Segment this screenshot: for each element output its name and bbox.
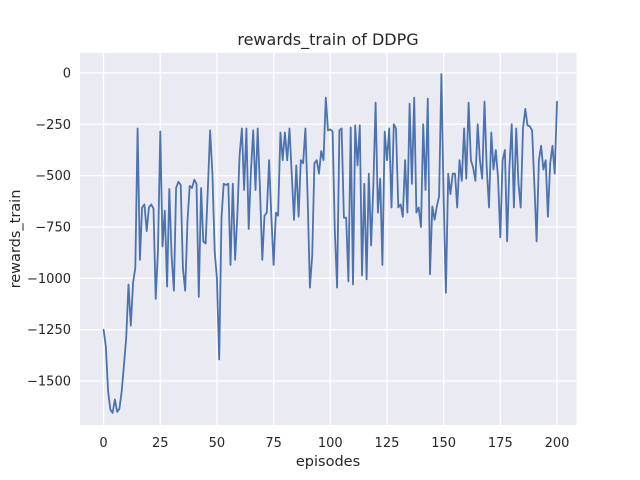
y-tick-label: −500 — [35, 169, 71, 184]
y-tick-label: −1250 — [27, 323, 71, 338]
x-tick-label: 200 — [545, 436, 570, 451]
x-tick-label: 0 — [99, 436, 107, 451]
y-tick-label: −250 — [35, 118, 71, 133]
y-tick-label: 0 — [63, 66, 71, 81]
x-tick-label: 175 — [488, 436, 513, 451]
chart-title: rewards_train of DDPG — [237, 30, 418, 50]
x-tick-label: 100 — [318, 436, 343, 451]
x-tick-labels: 0 25 50 75 100 125 150 175 200 — [99, 436, 569, 451]
x-tick-label: 50 — [209, 436, 226, 451]
x-tick-label: 150 — [431, 436, 456, 451]
x-tick-label: 125 — [375, 436, 400, 451]
y-tick-label: −1500 — [27, 375, 71, 390]
y-tick-labels: 0 −250 −500 −750 −1000 −1250 −1500 — [27, 66, 71, 389]
rewards-line-series — [102, 73, 558, 414]
y-tick-label: −1000 — [27, 272, 71, 287]
y-tick-label: −750 — [35, 220, 71, 235]
y-axis-label: rewards_train — [8, 190, 24, 289]
x-tick-label: 25 — [152, 436, 169, 451]
x-tick-label: 75 — [265, 436, 282, 451]
x-axis-label: episodes — [296, 454, 360, 470]
